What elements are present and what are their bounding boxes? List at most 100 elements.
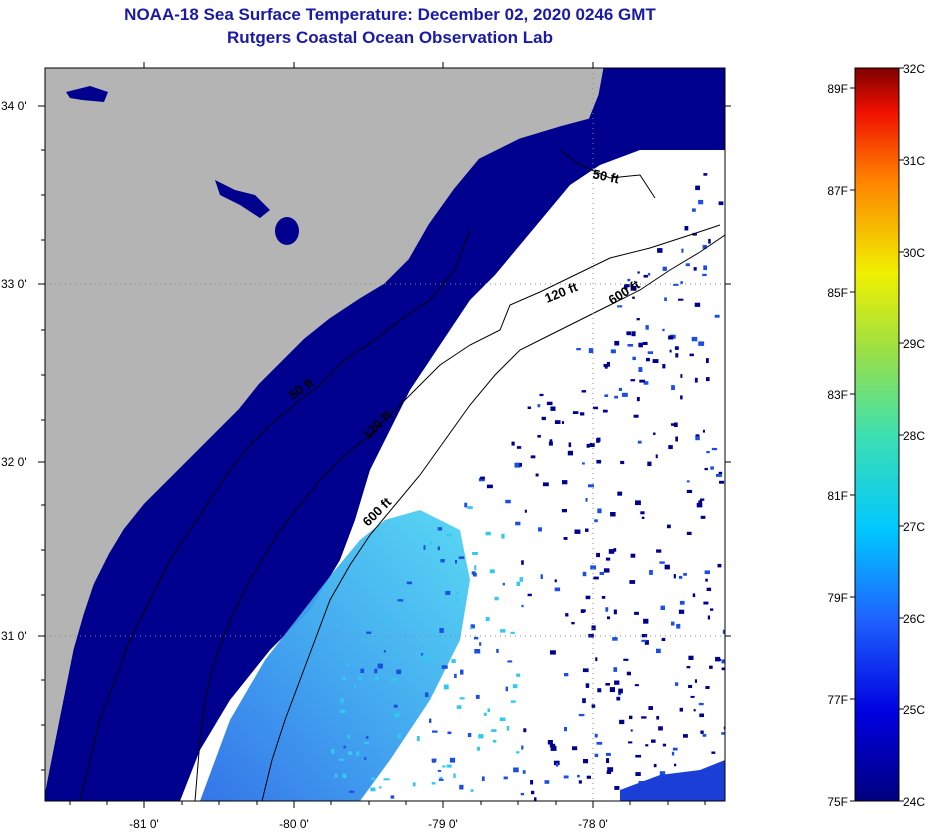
sst-pixel [670, 423, 677, 426]
sst-pixel [641, 634, 648, 638]
sst-pixel [648, 706, 653, 710]
sst-pixel [520, 792, 525, 796]
sst-pixel [338, 758, 344, 761]
sst-pixel [449, 757, 456, 763]
contour-600ft [261, 234, 725, 801]
sst-pixel [723, 726, 725, 730]
sst-pixel [703, 601, 709, 605]
sst-pixel [695, 434, 700, 437]
sst-pixel [653, 432, 656, 435]
sst-pixel [365, 736, 369, 739]
sst-pixel [722, 629, 725, 634]
sst-pixel [715, 656, 721, 662]
sst-pixel [456, 591, 459, 596]
sst-pixel [451, 659, 456, 663]
sst-pixel [688, 684, 693, 688]
sst-pixel [364, 757, 367, 760]
sst-pixel [343, 745, 346, 749]
sst-pixel [574, 529, 581, 534]
sst-pixel [580, 609, 585, 613]
sst-pixel [596, 459, 602, 464]
sst-pixel [432, 758, 436, 763]
sst-pixel [675, 436, 678, 442]
sst-pixel [635, 754, 642, 758]
colorbar-f-89: 89F [827, 82, 848, 96]
sst-pixel [585, 528, 589, 532]
sst-pixel [606, 758, 610, 763]
sst-pixel [711, 447, 718, 451]
sst-pixel [475, 694, 480, 699]
sst-pixel [586, 443, 590, 448]
sst-pixel [662, 328, 665, 332]
sst-pixel [638, 367, 643, 372]
sst-pixel [710, 466, 714, 470]
sst-pixel [440, 559, 445, 563]
sst-pixel [480, 476, 485, 480]
sst-pixel [706, 451, 710, 454]
sst-pixel [706, 377, 710, 382]
inland-water [215, 180, 270, 218]
sst-pixel [693, 267, 697, 271]
sst-pixel [710, 608, 714, 611]
sst-pixel [550, 406, 556, 411]
sst-pixel [524, 509, 527, 513]
sst-pixel [556, 762, 559, 767]
sst-pixel [464, 502, 468, 508]
sst-pixel [660, 605, 665, 610]
sst-pixel [705, 686, 710, 689]
sst-pixel [432, 730, 438, 733]
colorbar-c-25: 25C [903, 703, 925, 717]
sst-pixel [700, 730, 704, 734]
sst-pixel [442, 765, 446, 768]
colorbar-f-87: 87F [827, 184, 848, 198]
sst-pixel [613, 609, 617, 615]
sst-pixel [721, 667, 725, 671]
sst-pixel [706, 587, 712, 591]
sst-pixel [618, 688, 623, 694]
sst-pixel [659, 561, 665, 564]
sst-pixel [632, 296, 635, 299]
sst-pixel [521, 604, 524, 608]
sst-pixel [349, 790, 355, 793]
sst-pixel [617, 491, 623, 496]
sst-pixel [363, 741, 369, 744]
sst-pixel [577, 774, 580, 778]
sst-pixel [513, 767, 519, 773]
sst-pixel [673, 574, 676, 579]
sst-pixel [643, 274, 648, 278]
sst-pixel [627, 278, 631, 282]
colorbar-c-30: 30C [903, 246, 925, 260]
sst-pixel [621, 392, 628, 397]
sst-pixel [581, 390, 587, 393]
sst-pixel [662, 266, 667, 271]
sst-pixel [719, 480, 725, 484]
map-frame [44, 67, 726, 802]
sst-pixel [516, 751, 520, 754]
sst-pixel [695, 435, 700, 441]
sst-pixel [541, 416, 546, 421]
sst-pixel [423, 545, 426, 550]
sst-pixel [702, 273, 707, 277]
sst-pixel [643, 618, 649, 624]
sst-pixel [366, 631, 372, 634]
sst-pixel [653, 763, 657, 768]
sst-pixel [675, 682, 679, 686]
sst-pixel [610, 349, 616, 354]
sst-pixel [446, 533, 453, 537]
sst-pixel [445, 590, 451, 595]
sst-pixel [711, 751, 716, 754]
sst-pixel [502, 582, 505, 586]
colorbar-c-28: 28C [903, 429, 925, 443]
sst-pixel [678, 575, 683, 579]
sst-pixel [671, 385, 675, 390]
sst-pixel [607, 767, 614, 772]
sst-pixel [686, 666, 691, 669]
colorbar-c-32: 32C [903, 62, 925, 76]
sst-pixel [601, 596, 606, 599]
sst-pixel [609, 687, 615, 693]
lon-label-80: -80 0' [279, 817, 309, 831]
sst-pixel [342, 773, 347, 779]
sst-pixel [331, 748, 335, 754]
sst-pixel [603, 568, 610, 573]
